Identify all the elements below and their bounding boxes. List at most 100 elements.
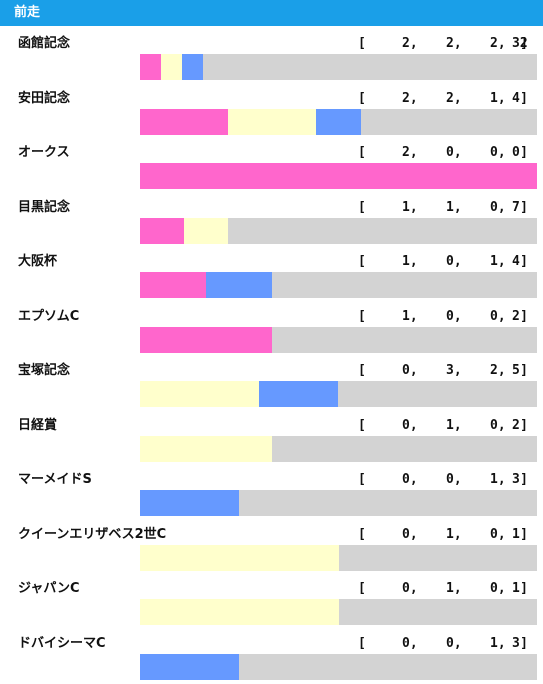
record-bracket-close: ] xyxy=(520,417,528,433)
race-record: [2, 0, 0, 0] xyxy=(350,145,528,161)
record-bracket-close: ] xyxy=(520,145,528,160)
bar-segment-first xyxy=(140,326,273,353)
record-bar xyxy=(140,381,537,407)
race-row: 安田記念 [2, 2, 1, 4] xyxy=(0,81,543,135)
record-value: 2, xyxy=(446,90,462,106)
race-record: [2, 2, 2, 32] xyxy=(350,36,528,52)
record-value: 1, xyxy=(490,254,506,269)
record-bracket-open: [ xyxy=(358,363,366,378)
record-value: 0, xyxy=(490,581,506,596)
bar-segment-second xyxy=(140,544,339,571)
record-bracket-close: ] xyxy=(520,36,528,51)
bar-segment-first xyxy=(140,108,229,135)
record-bracket-open: [ xyxy=(358,581,366,596)
record-value: 0, xyxy=(402,635,418,651)
race-row: 函館記念 [2, 2, 2, 32] xyxy=(0,26,543,80)
bar-segment-first xyxy=(140,163,537,189)
race-record: [0, 0, 1, 3] xyxy=(350,636,528,652)
race-row: 大阪杯 [1, 0, 1, 4] xyxy=(0,244,543,298)
record-bracket-close: ] xyxy=(520,363,528,378)
race-record-chart: 函館記念[2, 2, 2, 32] 安田記念[2, 2, 1, 4] オークス[2, 0, 0, 0]… xyxy=(0,26,543,684)
race-row: 宝塚記念 [0, 3, 2, 5] xyxy=(0,353,543,407)
bar-segment-second xyxy=(184,217,229,244)
race-record: [0, 1, 0, 1] xyxy=(350,527,528,543)
record-bar xyxy=(140,163,537,189)
record-value: 1, xyxy=(446,581,462,596)
race-record: [1, 0, 0, 2] xyxy=(350,309,528,325)
race-name: 函館記念 xyxy=(18,36,71,51)
record-bar xyxy=(140,435,537,462)
record-value: 4 xyxy=(512,90,520,106)
record-value: 2, xyxy=(402,90,418,106)
section-header: 前走 xyxy=(0,0,543,26)
record-value: 0, xyxy=(490,526,506,542)
record-bar xyxy=(140,653,537,680)
race-record: [0, 1, 0, 2] xyxy=(350,418,528,434)
record-value: 2 xyxy=(512,417,520,433)
record-value: 3, xyxy=(446,363,462,378)
record-value: 2, xyxy=(446,36,462,51)
bar-segment-third xyxy=(316,108,361,135)
record-bracket-close: ] xyxy=(520,90,528,106)
bar-segment-first xyxy=(140,272,207,298)
record-bracket-open: [ xyxy=(358,254,366,269)
race-record: [0, 1, 0, 1] xyxy=(350,581,528,597)
race-name: マーメイドS xyxy=(18,472,92,487)
record-value: 1, xyxy=(402,254,418,269)
record-bar xyxy=(140,326,537,353)
bar-segment-third xyxy=(181,54,203,80)
record-bracket-close: ] xyxy=(520,526,528,542)
race-name: エプソムC xyxy=(18,308,80,324)
record-value: 2, xyxy=(402,36,418,51)
race-name: クイーンエリザベス2世C xyxy=(18,526,167,542)
race-row: ジャパンC [0, 1, 0, 1] xyxy=(0,571,543,625)
race-record: [2, 2, 1, 4] xyxy=(350,91,528,107)
race-name: 安田記念 xyxy=(18,90,71,106)
record-bracket-open: [ xyxy=(358,145,366,160)
record-value: 1, xyxy=(490,635,506,651)
record-value: 0, xyxy=(446,472,462,487)
record-value: 0, xyxy=(402,472,418,487)
record-value: 1, xyxy=(446,526,462,542)
record-value: 2, xyxy=(402,145,418,160)
race-row: 目黒記念 [1, 1, 0, 7] xyxy=(0,190,543,244)
race-row: 日経賞 [0, 1, 0, 2] xyxy=(0,408,543,462)
race-row: クイーンエリザベス2世C [0, 1, 0, 1] xyxy=(0,517,543,571)
record-bar xyxy=(140,217,537,244)
record-bar xyxy=(140,544,537,571)
record-value: 2, xyxy=(490,36,506,51)
record-bracket-close: ] xyxy=(520,472,528,487)
record-value: 7 xyxy=(512,199,520,215)
record-bar xyxy=(140,272,537,298)
bar-segment-second xyxy=(140,381,260,407)
record-bracket-open: [ xyxy=(358,526,366,542)
bar-segment-second xyxy=(228,108,317,135)
record-bar xyxy=(140,54,537,80)
record-bracket-close: ] xyxy=(520,635,528,651)
record-bracket-open: [ xyxy=(358,199,366,215)
record-value: 1, xyxy=(446,417,462,433)
record-bar xyxy=(140,490,537,516)
race-name: ドバイシーマC xyxy=(18,635,106,651)
race-row: オークス [2, 0, 0, 0] xyxy=(0,135,543,189)
bar-segment-second xyxy=(160,54,182,80)
record-value: 32 xyxy=(512,36,528,51)
record-value: 0, xyxy=(490,145,506,160)
record-value: 3 xyxy=(512,472,520,487)
record-value: 0, xyxy=(490,308,506,324)
record-value: 3 xyxy=(512,635,520,651)
record-value: 0 xyxy=(512,145,520,160)
record-value: 0, xyxy=(446,254,462,269)
race-row: エプソムC [1, 0, 0, 2] xyxy=(0,299,543,353)
race-name: 目黒記念 xyxy=(18,199,71,215)
bar-segment-second xyxy=(140,435,273,462)
record-value: 0, xyxy=(446,635,462,651)
race-record: [0, 0, 1, 3] xyxy=(350,472,528,488)
record-value: 1, xyxy=(490,472,506,487)
record-bracket-close: ] xyxy=(520,308,528,324)
record-value: 0, xyxy=(490,417,506,433)
bar-segment-third xyxy=(140,653,240,680)
bar-segment-third xyxy=(206,272,273,298)
record-value: 0, xyxy=(446,308,462,324)
record-value: 0, xyxy=(446,145,462,160)
